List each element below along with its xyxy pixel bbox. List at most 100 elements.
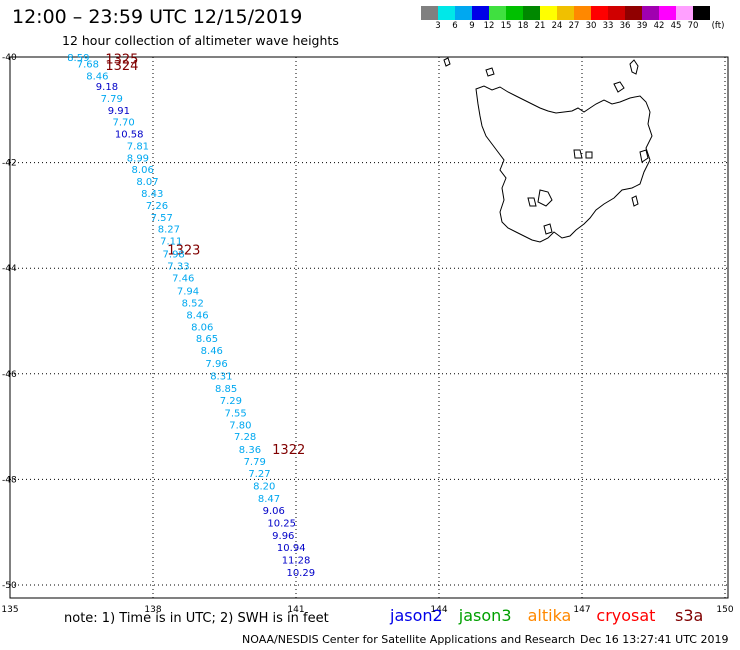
wave-height-label: 9.91	[108, 106, 130, 117]
wave-height-label: 8.43	[141, 189, 163, 200]
wave-height-label: 8.52	[182, 299, 204, 310]
legend-swatch	[455, 6, 472, 20]
wave-height-label: 7.29	[220, 396, 242, 407]
tasmania-south-island-2	[585, 151, 593, 159]
legend-swatch	[557, 6, 574, 20]
legend-label: 18	[517, 21, 529, 31]
satellite-s3a: s3a	[675, 606, 704, 625]
lake-1	[537, 189, 553, 207]
legend-swatch	[472, 6, 489, 20]
legend-label: 39	[636, 21, 648, 31]
wave-height-label: 8.36	[239, 445, 261, 456]
wave-height-label: 7.94	[177, 286, 199, 297]
legend-swatch	[540, 6, 557, 20]
wave-height-label: 7.79	[244, 457, 266, 468]
wave-height-label: 8.06	[132, 165, 154, 176]
satellite-cryosat: cryosat	[596, 606, 656, 625]
wave-height-label: 8.65	[196, 334, 218, 345]
wave-height-label: 9.06	[263, 506, 285, 517]
wave-height-label: 8.59	[67, 53, 89, 64]
wave-height-label: 8.20	[253, 482, 275, 493]
legend-swatch	[489, 6, 506, 20]
wave-height-label: 10.94	[277, 543, 306, 554]
hunter-island	[443, 57, 451, 67]
legend-label: 70	[687, 21, 699, 31]
wave-height-label: 8.99	[127, 153, 149, 164]
legend-label: 24	[551, 21, 563, 31]
legend-label: 45	[670, 21, 682, 31]
wave-height-label: 7.80	[229, 420, 251, 431]
wave-height-label: 7.98	[163, 249, 185, 260]
wave-height-label: 8.06	[191, 322, 213, 333]
flinders-island	[629, 59, 639, 75]
legend-label: 21	[534, 21, 546, 31]
wave-height-label: 7.26	[146, 201, 168, 212]
wave-height-label: 8.27	[158, 225, 180, 236]
wave-height-label: 7.70	[112, 117, 134, 128]
wave-height-label: 7.57	[151, 213, 173, 224]
lat-tick-label: -42	[2, 159, 17, 169]
legend-label: 3	[435, 21, 441, 31]
wave-height-label: 7.81	[127, 142, 149, 153]
wave-height-label: 7.11	[160, 237, 182, 248]
lon-tick-label: 144	[430, 605, 447, 615]
pass-label: 1325	[105, 53, 138, 68]
legend-label: 15	[500, 21, 512, 31]
legend-label: 33	[602, 21, 614, 31]
legend-swatch	[438, 6, 455, 20]
wave-height-label: 7.79	[101, 94, 123, 105]
robbins-island	[485, 67, 495, 77]
legend-label: 27	[568, 21, 580, 31]
wave-heights: 8.597.688.469.187.799.917.7010.587.818.9…	[67, 53, 315, 579]
wave-height-label: 7.96	[205, 359, 227, 370]
satellite-jason2: jason2	[390, 606, 443, 625]
tasmania-south-island-1	[573, 149, 583, 159]
wave-height-label: 7.46	[172, 274, 194, 285]
bruny-island	[543, 223, 553, 235]
lat-tick-label: -46	[2, 370, 17, 380]
chart-title: 12:00 – 23:59 UTC 12/15/2019	[12, 6, 303, 28]
legend-swatch	[608, 6, 625, 20]
wave-height-label: 9.96	[272, 531, 294, 542]
lake-2	[527, 197, 537, 207]
legend-swatch	[659, 6, 676, 20]
wave-height-label: 8.85	[215, 384, 237, 395]
wave-height-label: 8.46	[86, 71, 108, 82]
color-legend: 3 6 9 12 15 18 21 24 27 30 33 36 39 42 45 70 (ft)	[421, 6, 724, 34]
legend-labels: 3 6 9 12 15 18 21 24 27 30 33 36 39 42 45 70 (ft)	[421, 20, 724, 34]
legend-swatch	[625, 6, 642, 20]
pass-label: 1324	[105, 59, 138, 74]
wave-height-label: 10.29	[286, 568, 315, 579]
wave-height-label: 9.18	[96, 82, 118, 93]
legend-label: 42	[653, 21, 665, 31]
legend-label: 6	[452, 21, 458, 31]
lon-tick-label: 141	[287, 605, 304, 615]
legend-swatch	[676, 6, 693, 20]
legend-swatch	[693, 6, 710, 20]
wave-height-label: 8.47	[258, 494, 280, 505]
wave-height-label: 8.07	[136, 177, 158, 188]
lon-tick-label: 135	[1, 605, 18, 615]
wave-height-label: 10.58	[115, 130, 144, 141]
legend-unit: (ft)	[711, 21, 725, 31]
maria-island	[631, 195, 639, 207]
lon-tick-label: 150	[716, 605, 733, 615]
tasmania-mainland	[475, 85, 653, 243]
wave-height-label: 7.28	[234, 432, 256, 443]
lon-tick-label: 147	[573, 605, 590, 615]
legend-swatch	[421, 6, 438, 20]
wave-height-label: 8.46	[186, 311, 208, 322]
legend-label: 9	[469, 21, 475, 31]
cape-barren-island	[613, 81, 625, 93]
legend-swatches	[421, 6, 710, 20]
wave-height-label: 11.28	[282, 556, 311, 567]
footer-timestamp: Dec 16 13:27:41 UTC 2019	[580, 633, 729, 646]
lat-tick-label: -48	[2, 475, 17, 485]
pass-label: 1323	[167, 244, 200, 259]
legend-label: 36	[619, 21, 631, 31]
footer-credit: NOAA/NESDIS Center for Satellite Applica…	[242, 633, 576, 646]
lat-tick-label: -44	[2, 264, 17, 274]
wave-height-label: 10.25	[267, 519, 296, 530]
